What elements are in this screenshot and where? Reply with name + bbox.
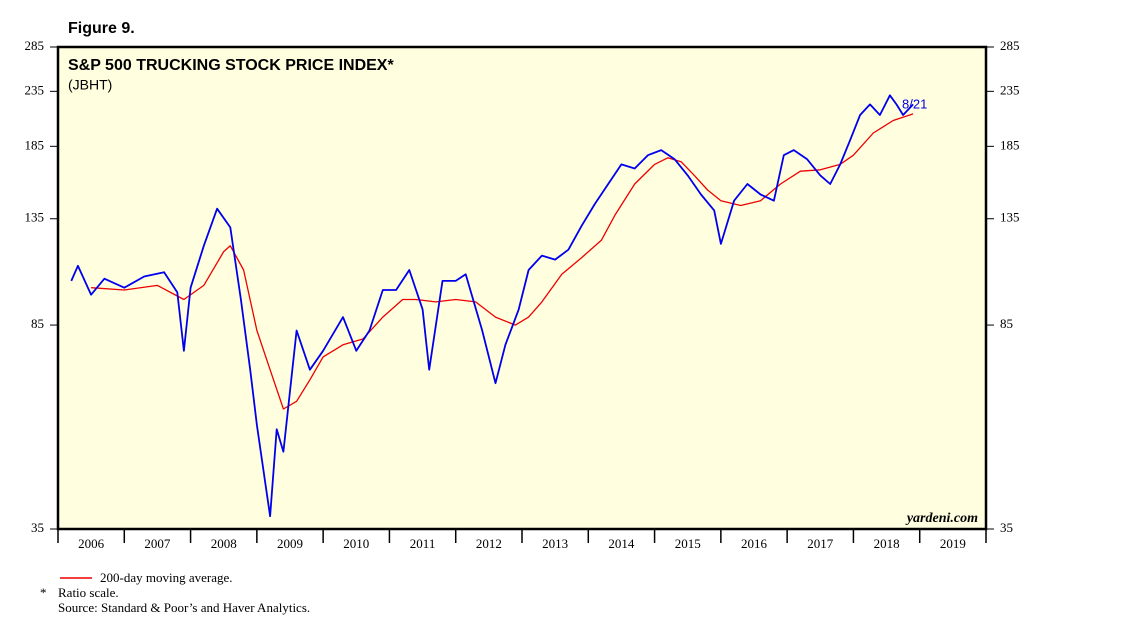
data-line — [70, 94, 914, 518]
x-tick-label: 2018 — [874, 536, 900, 551]
plot-background — [58, 47, 986, 529]
figure-label: Figure 9. — [68, 20, 135, 37]
footnote: Ratio scale. — [58, 585, 119, 600]
x-tick-label: 2010 — [343, 536, 369, 551]
y2-tick-label: 285 — [1000, 38, 1020, 53]
chart-subtitle: (JBHT) — [68, 77, 112, 93]
x-tick-label: 2019 — [940, 536, 966, 551]
y-tick-label: 85 — [31, 316, 44, 331]
x-tick-label: 2015 — [675, 536, 701, 551]
x-tick-label: 2014 — [608, 536, 635, 551]
x-tick-label: 2007 — [144, 536, 171, 551]
y-tick-label: 285 — [25, 38, 45, 53]
chart-title: S&P 500 TRUCKING STOCK PRICE INDEX* — [68, 57, 394, 74]
data-line — [91, 113, 914, 410]
y-tick-label: 135 — [25, 210, 45, 225]
y-tick-label: 235 — [25, 82, 45, 97]
x-tick-label: 2011 — [410, 536, 436, 551]
footnote-marker: * — [40, 585, 47, 600]
y2-tick-label: 35 — [1000, 520, 1013, 535]
marks — [70, 94, 914, 518]
y2-tick-label: 185 — [1000, 137, 1020, 152]
x-tick-label: 2009 — [277, 536, 303, 551]
legend-label: 200-day moving average. — [100, 570, 232, 585]
x-tick-label: 2013 — [542, 536, 568, 551]
x-tick-label: 2012 — [476, 536, 502, 551]
y-tick-label: 185 — [25, 137, 45, 152]
y2-tick-label: 135 — [1000, 210, 1020, 225]
x-tick-label: 2016 — [741, 536, 768, 551]
x-tick-label: 2008 — [211, 536, 237, 551]
x-tick-label: 2017 — [807, 536, 834, 551]
source: Source: Standard & Poor’s and Haver Anal… — [58, 600, 310, 615]
annotation: 8/21 — [902, 96, 927, 111]
x-tick-label: 2006 — [78, 536, 105, 551]
y2-tick-label: 235 — [1000, 82, 1020, 97]
y-tick-label: 35 — [31, 520, 44, 535]
watermark: yardeni.com — [905, 511, 978, 526]
y2-tick-label: 85 — [1000, 316, 1013, 331]
